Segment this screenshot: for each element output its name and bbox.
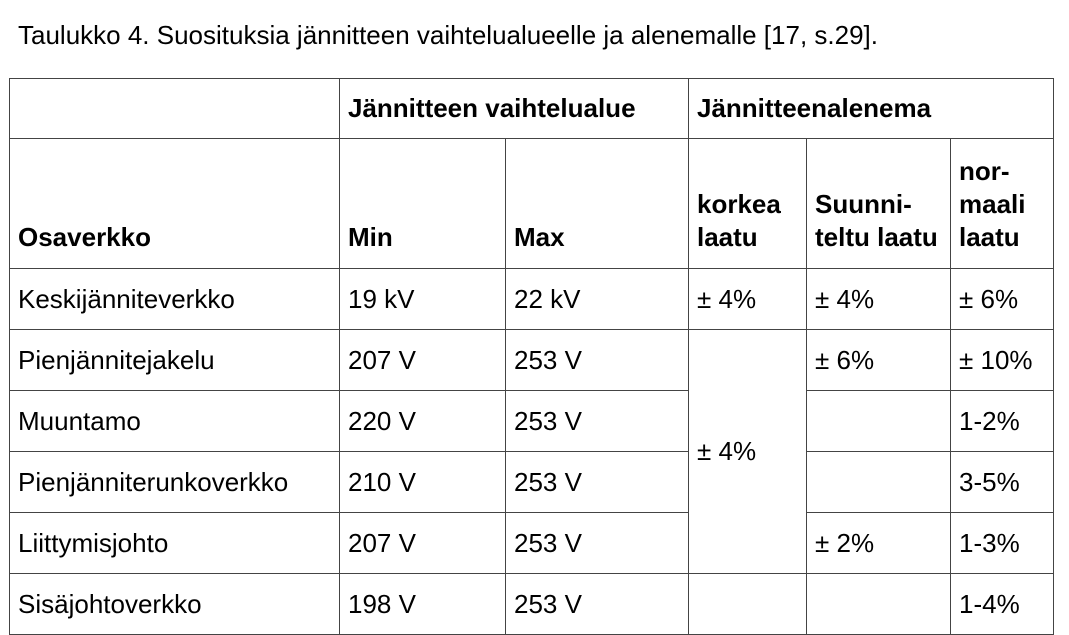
- header-cell: Osaverkko: [9, 138, 340, 269]
- cell: ± 2%: [806, 512, 951, 574]
- cell: ± 6%: [806, 329, 951, 391]
- header-cell: Min: [339, 138, 506, 269]
- cell: 1-3%: [950, 512, 1054, 574]
- cell: ± 6%: [950, 268, 1054, 330]
- table: Jännitteen vaihtelualue Jännitteenalenem…: [9, 78, 1054, 635]
- cell: 207 V: [339, 329, 506, 391]
- caption: Taulukko 4. Suosituksia jännitteen vaiht…: [18, 20, 878, 50]
- cell: [806, 390, 951, 452]
- cell: ± 10%: [950, 329, 1054, 391]
- cell: [806, 451, 951, 513]
- cell: 253 V: [505, 573, 689, 635]
- cell: 253 V: [505, 329, 689, 391]
- cell: 253 V: [505, 512, 689, 574]
- cell: 253 V: [505, 451, 689, 513]
- header-cell: korkea laatu: [688, 138, 807, 269]
- cell: Sisäjohtoverkko: [9, 573, 340, 635]
- cell: Muuntamo: [9, 390, 340, 452]
- cell: Pienjännitejakelu: [9, 329, 340, 391]
- cell: 3-5%: [950, 451, 1054, 513]
- cell: 253 V: [505, 390, 689, 452]
- header-cell: nor-maali laatu: [950, 138, 1054, 269]
- header-cell: Jännitteen vaihtelualue: [339, 78, 689, 139]
- cell: 220 V: [339, 390, 506, 452]
- cell: Pienjänniterunkoverkko: [9, 451, 340, 513]
- cell: ± 4%: [688, 268, 807, 330]
- header-cell: Jännitteenalenema: [688, 78, 1054, 139]
- cell: 19 kV: [339, 268, 506, 330]
- cell: [688, 573, 807, 635]
- cell: 1-4%: [950, 573, 1054, 635]
- cell: 198 V: [339, 573, 506, 635]
- cell: 207 V: [339, 512, 506, 574]
- header-cell: Suunni-teltu laatu: [806, 138, 951, 269]
- cell: [806, 573, 951, 635]
- cell: Liittymisjohto: [9, 512, 340, 574]
- cell: 1-2%: [950, 390, 1054, 452]
- header-cell: Max: [505, 138, 689, 269]
- cell: Keskijänniteverkko: [9, 268, 340, 330]
- cell: [9, 78, 340, 139]
- cell: 210 V: [339, 451, 506, 513]
- cell: 22 kV: [505, 268, 689, 330]
- cell: ± 4%: [688, 329, 807, 574]
- cell: ± 4%: [806, 268, 951, 330]
